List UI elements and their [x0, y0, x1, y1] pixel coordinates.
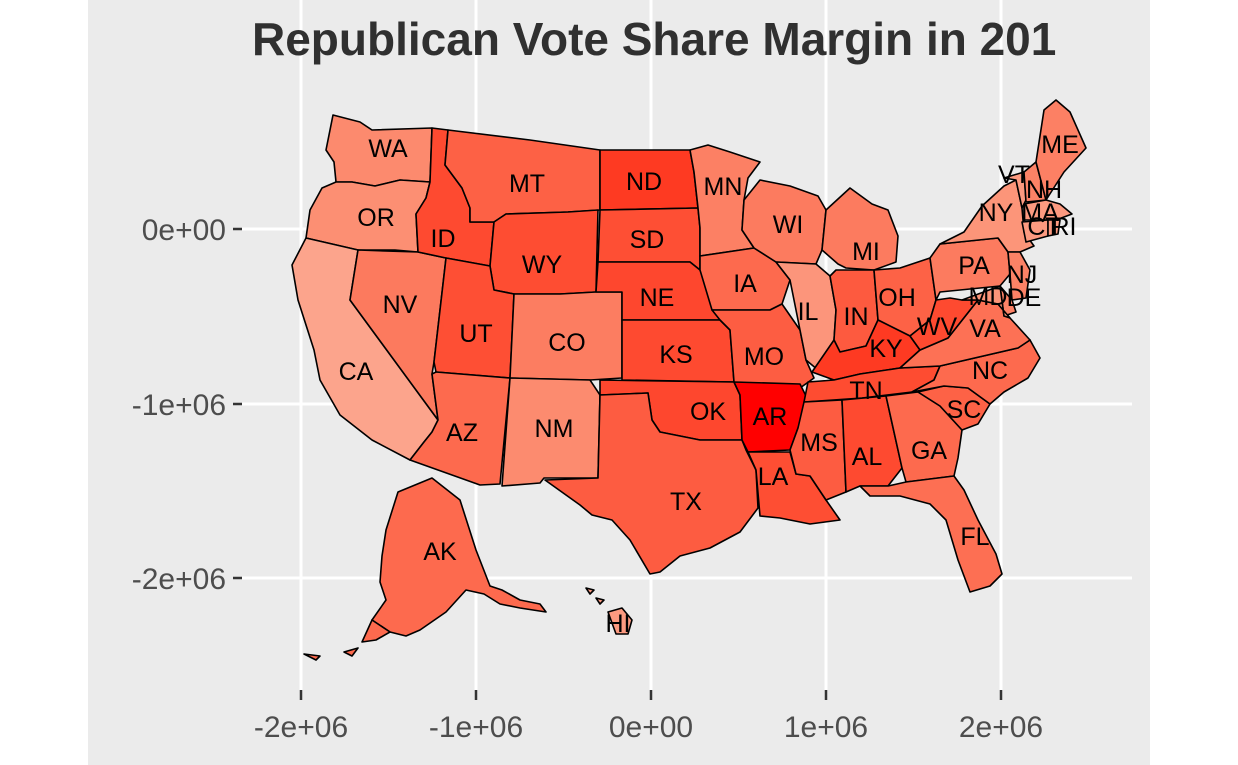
state-label-MN: MN	[704, 173, 743, 201]
state-label-WA: WA	[368, 135, 408, 163]
state-label-CT: CT	[1027, 213, 1060, 241]
state-label-CO: CO	[548, 329, 586, 357]
state-label-MO: MO	[744, 343, 784, 371]
state-NY	[939, 179, 1035, 253]
state-AZ	[409, 371, 511, 486]
state-label-NC: NC	[972, 357, 1008, 385]
state-label-HI: HI	[606, 610, 631, 638]
state-MI	[821, 187, 899, 271]
state-label-NJ: NJ	[1007, 261, 1038, 289]
state-shapes	[291, 99, 1087, 661]
state-label-TN: TN	[849, 377, 882, 405]
state-AK	[371, 477, 547, 637]
x-tick-label-0: -2e+06	[254, 711, 348, 744]
state-label-PA: PA	[958, 252, 990, 280]
state-label-WI: WI	[773, 211, 804, 239]
state-label-VA: VA	[969, 315, 1001, 343]
y-axis-ticks: 0e+00 -1e+06 -2e+06	[132, 214, 226, 596]
state-label-MD: MD	[969, 283, 1008, 311]
state-label-MS: MS	[800, 429, 838, 457]
x-tick-label-4: 2e+06	[959, 711, 1043, 744]
state-labels: WA OR CA NV ID MT WY UT CO AZ NM ND SD N…	[339, 131, 1079, 638]
state-label-NM: NM	[535, 415, 574, 443]
state-label-NE: NE	[640, 284, 675, 312]
state-label-OR: OR	[357, 204, 395, 232]
state-label-SD: SD	[630, 226, 665, 254]
state-label-UT: UT	[459, 320, 492, 348]
state-label-NY: NY	[979, 199, 1014, 227]
state-label-OH: OH	[878, 284, 916, 312]
state-label-IL: IL	[798, 298, 819, 326]
state-label-MT: MT	[509, 170, 545, 198]
state-NM	[501, 377, 601, 487]
state-label-IN: IN	[844, 303, 869, 331]
state-HI-island-2	[595, 597, 605, 605]
tick-marks	[233, 227, 1003, 700]
state-label-NH: NH	[1026, 176, 1062, 204]
state-label-IA: IA	[733, 270, 757, 298]
state-HI-island-1	[585, 587, 595, 595]
state-NC	[911, 339, 1041, 405]
state-label-LA: LA	[758, 463, 789, 491]
state-label-GA: GA	[911, 437, 947, 465]
state-RI	[1047, 219, 1061, 237]
state-label-RI: RI	[1052, 213, 1077, 241]
x-tick-label-3: 1e+06	[784, 711, 868, 744]
state-label-CA: CA	[339, 358, 374, 386]
state-label-KY: KY	[869, 335, 903, 363]
state-AK-island-2	[343, 647, 359, 657]
state-label-OK: OK	[690, 398, 726, 426]
x-axis-ticks: -2e+06 -1e+06 0e+00 1e+06 2e+06	[254, 711, 1043, 744]
state-label-ND: ND	[626, 168, 662, 196]
state-label-ME: ME	[1041, 131, 1079, 159]
state-ME	[1035, 99, 1087, 201]
y-tick-label-1: -1e+06	[132, 389, 226, 422]
state-TX	[544, 392, 759, 575]
state-label-ID: ID	[431, 225, 456, 253]
state-label-WV: WV	[917, 313, 958, 341]
y-tick-label-2: -2e+06	[132, 563, 226, 596]
state-MA	[1023, 199, 1073, 221]
x-tick-label-1: -1e+06	[429, 711, 523, 744]
y-tick-label-0: 0e+00	[142, 214, 226, 247]
state-AK-island-1	[361, 619, 391, 643]
state-label-FL: FL	[960, 523, 989, 551]
state-label-TX: TX	[670, 488, 702, 516]
state-label-AL: AL	[852, 443, 883, 471]
state-label-SC: SC	[947, 396, 982, 424]
state-label-AZ: AZ	[446, 419, 478, 447]
state-label-KS: KS	[659, 341, 692, 369]
state-label-AK: AK	[423, 538, 457, 566]
state-label-WY: WY	[522, 251, 563, 279]
state-label-MI: MI	[852, 238, 880, 266]
state-MD	[961, 285, 1011, 319]
state-label-NV: NV	[383, 291, 418, 319]
state-label-AR: AR	[753, 403, 788, 431]
state-label-DE: DE	[1007, 284, 1042, 312]
state-label-MA: MA	[1021, 199, 1059, 227]
state-AK-island-3	[303, 653, 321, 661]
state-label-VT: VT	[998, 161, 1030, 189]
state-NJ	[1007, 251, 1031, 301]
state-HI	[607, 607, 633, 635]
x-tick-label-2: 0e+00	[609, 711, 693, 744]
state-FL	[859, 475, 1003, 593]
chart-title: Republican Vote Share Margin in 201	[252, 13, 1057, 65]
